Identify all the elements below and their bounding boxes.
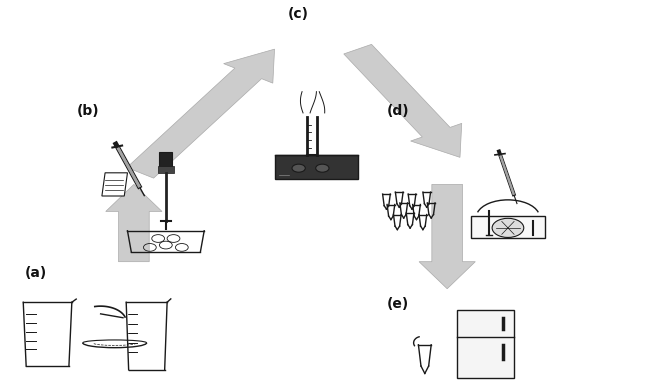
Bar (159, 152, 172, 167)
FancyArrow shape (344, 44, 462, 157)
FancyArrow shape (419, 184, 475, 289)
Text: (b): (b) (76, 104, 99, 118)
Circle shape (292, 164, 305, 172)
FancyArrow shape (106, 184, 162, 262)
Text: (e): (e) (386, 297, 409, 311)
FancyBboxPatch shape (275, 155, 358, 179)
FancyBboxPatch shape (471, 216, 545, 238)
Polygon shape (102, 173, 128, 196)
FancyArrow shape (127, 49, 275, 178)
Text: (c): (c) (287, 7, 308, 22)
Circle shape (492, 218, 524, 238)
Text: (d): (d) (386, 104, 409, 118)
Text: (a): (a) (25, 266, 48, 280)
Bar (157, 166, 174, 173)
Circle shape (315, 164, 329, 172)
Bar (457, 310, 514, 377)
